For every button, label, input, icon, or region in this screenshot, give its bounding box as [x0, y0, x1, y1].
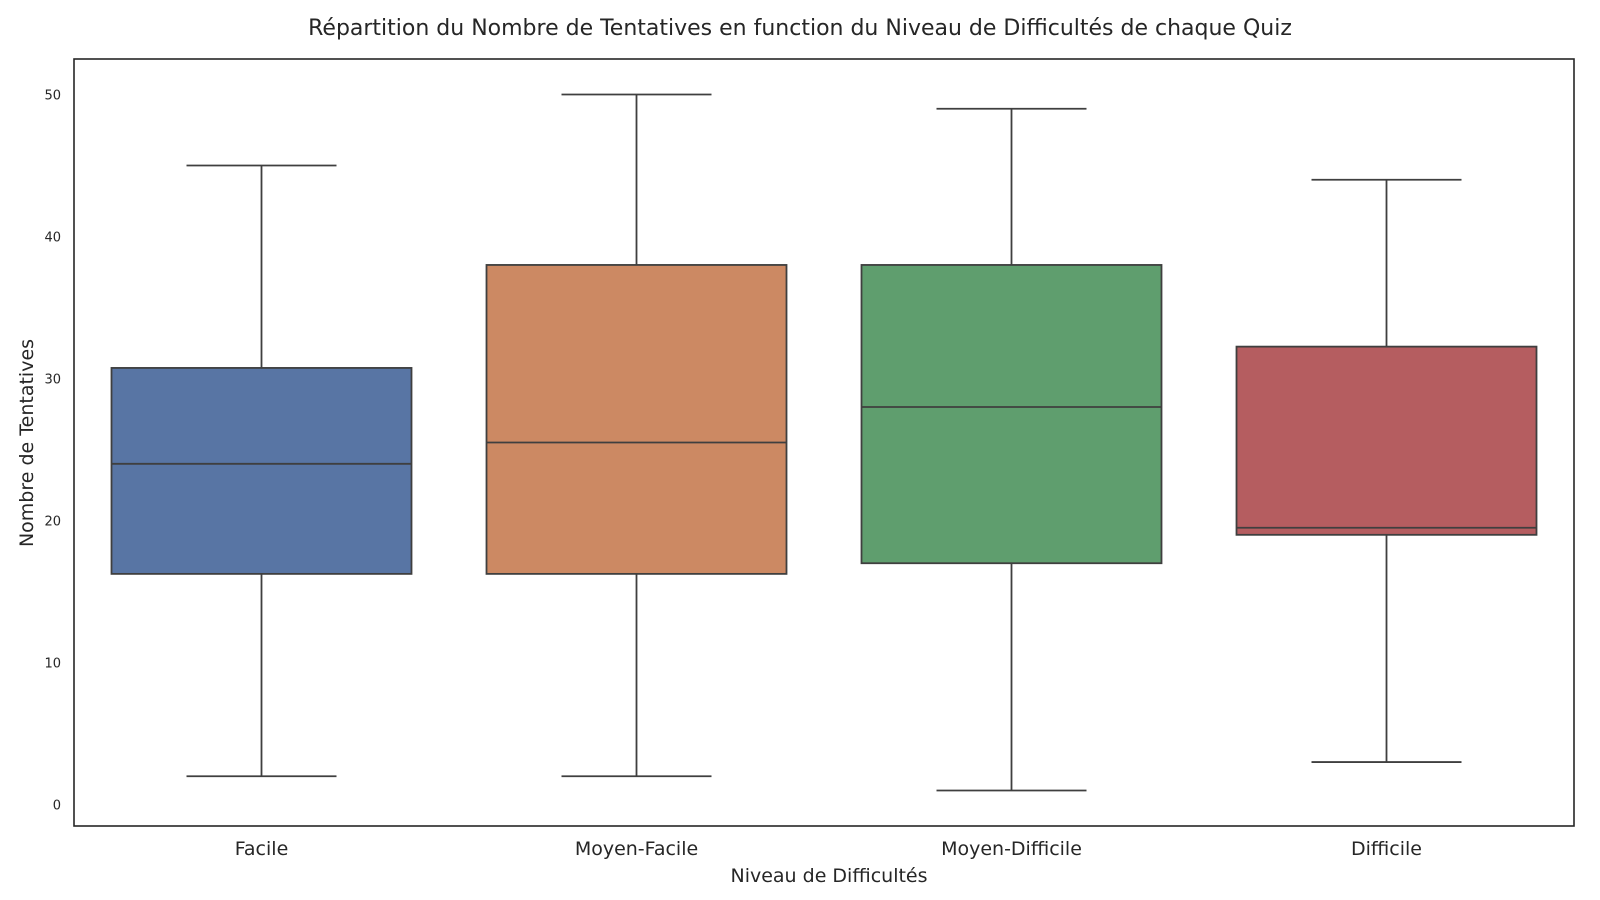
- box-body: [860, 264, 1163, 565]
- y-axis-label: Nombre de Tentatives: [16, 339, 38, 547]
- y-tick-label: 20: [44, 515, 61, 530]
- box-body: [1235, 345, 1538, 536]
- box-body: [110, 367, 413, 575]
- chart-title: Répartition du Nombre de Tentatives en f…: [308, 16, 1292, 41]
- x-axis-label: Niveau de Difficultés: [730, 865, 927, 887]
- box-body: [485, 264, 788, 575]
- y-tick-label: 10: [44, 657, 61, 672]
- y-tick-label: 0: [53, 799, 61, 814]
- y-tick-label: 40: [44, 231, 61, 246]
- box-2: [860, 107, 1163, 792]
- box-1: [485, 93, 788, 778]
- plot-frame: [73, 58, 1575, 827]
- box-3: [1235, 178, 1538, 763]
- x-tick-label: Moyen-Facile: [575, 838, 698, 860]
- y-axis-ticks: 0 10 20 30 40 50: [44, 89, 61, 814]
- box-series: [110, 93, 1538, 792]
- x-axis-ticks: Facile Moyen-Facile Moyen-Difficile Diffici…: [235, 838, 1422, 860]
- x-tick-label: Facile: [235, 838, 289, 860]
- x-tick-label: Moyen-Difficile: [941, 838, 1082, 860]
- y-tick-label: 50: [44, 89, 61, 104]
- x-tick-label: Difficile: [1351, 838, 1422, 860]
- box-0: [110, 164, 413, 778]
- y-tick-label: 30: [44, 373, 61, 388]
